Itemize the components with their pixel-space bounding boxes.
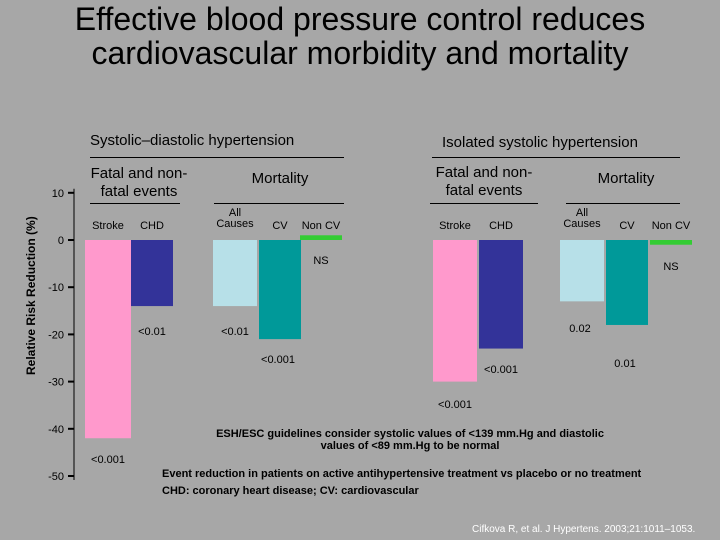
p-value-label: <0.01 <box>138 326 166 338</box>
p-value-label: 0.02 <box>569 323 590 335</box>
p-value-label: NS <box>313 255 328 267</box>
right-fatal-events-label: Fatal and non-fatal events <box>435 164 533 199</box>
category-label: Causes <box>563 218 601 230</box>
bar-non-cv <box>650 240 692 245</box>
category-label: All <box>229 207 241 219</box>
right-fatal-underline <box>430 203 538 204</box>
y-tick-label: -40 <box>48 424 64 436</box>
left-mortality-label: Mortality <box>251 170 309 187</box>
citation: Cifkova R, et al. J Hypertens. 2003;21:1… <box>472 524 696 535</box>
right-mortality-underline <box>566 203 680 204</box>
category-label: Causes <box>216 218 254 230</box>
p-value-label: <0.001 <box>261 354 295 366</box>
bar-non-cv <box>300 235 342 240</box>
category-label: CV <box>619 220 635 232</box>
category-label: CHD <box>489 220 513 232</box>
p-value-label: NS <box>663 261 678 273</box>
bar-all-causes <box>213 240 257 307</box>
event-reduction-note: Event reduction in patients on active an… <box>162 468 642 480</box>
p-value-label: <0.001 <box>91 454 125 466</box>
y-tick-label: -20 <box>48 329 64 341</box>
category-label: Stroke <box>439 220 471 232</box>
y-tick-label: 0 <box>58 235 64 247</box>
page-title: Effective blood pressure control reduces… <box>74 1 646 71</box>
panel-left-title: Systolic–diastolic hypertension <box>90 132 295 149</box>
category-label: Non CV <box>652 220 691 232</box>
category-label: CV <box>272 220 288 232</box>
left-fatal-underline <box>90 203 180 204</box>
abbreviations-note: CHD: coronary heart disease; CV: cardiov… <box>162 485 419 497</box>
p-value-label: 0.01 <box>614 358 635 370</box>
right-mortality-label: Mortality <box>597 170 655 187</box>
y-tick-label: -30 <box>48 377 64 389</box>
bar-chd <box>131 240 173 307</box>
bar-chd <box>479 240 523 349</box>
category-label: CHD <box>140 220 164 232</box>
y-tick-label: -50 <box>48 471 64 483</box>
bar-cv <box>606 240 648 325</box>
panel-right-underline <box>432 157 680 158</box>
bar-stroke <box>433 240 477 382</box>
bar-stroke <box>85 240 131 439</box>
bar-cv <box>259 240 301 340</box>
category-label: Non CV <box>302 220 341 232</box>
panel-right-title: Isolated systolic hypertension <box>442 134 638 151</box>
left-fatal-events-label: Fatal and non-fatal events <box>90 165 188 200</box>
y-tick-label: 10 <box>52 188 64 200</box>
p-value-label: <0.001 <box>484 364 518 376</box>
y-tick-label: -10 <box>48 282 64 294</box>
bar-all-causes <box>560 240 604 302</box>
guideline-note: ESH/ESC guidelines consider systolic val… <box>216 428 604 452</box>
left-mortality-underline <box>214 203 344 204</box>
category-label: Stroke <box>92 220 124 232</box>
p-value-label: <0.001 <box>438 399 472 411</box>
panel-left-underline <box>90 157 344 158</box>
category-label: All <box>576 207 588 219</box>
p-value-label: <0.01 <box>221 326 249 338</box>
